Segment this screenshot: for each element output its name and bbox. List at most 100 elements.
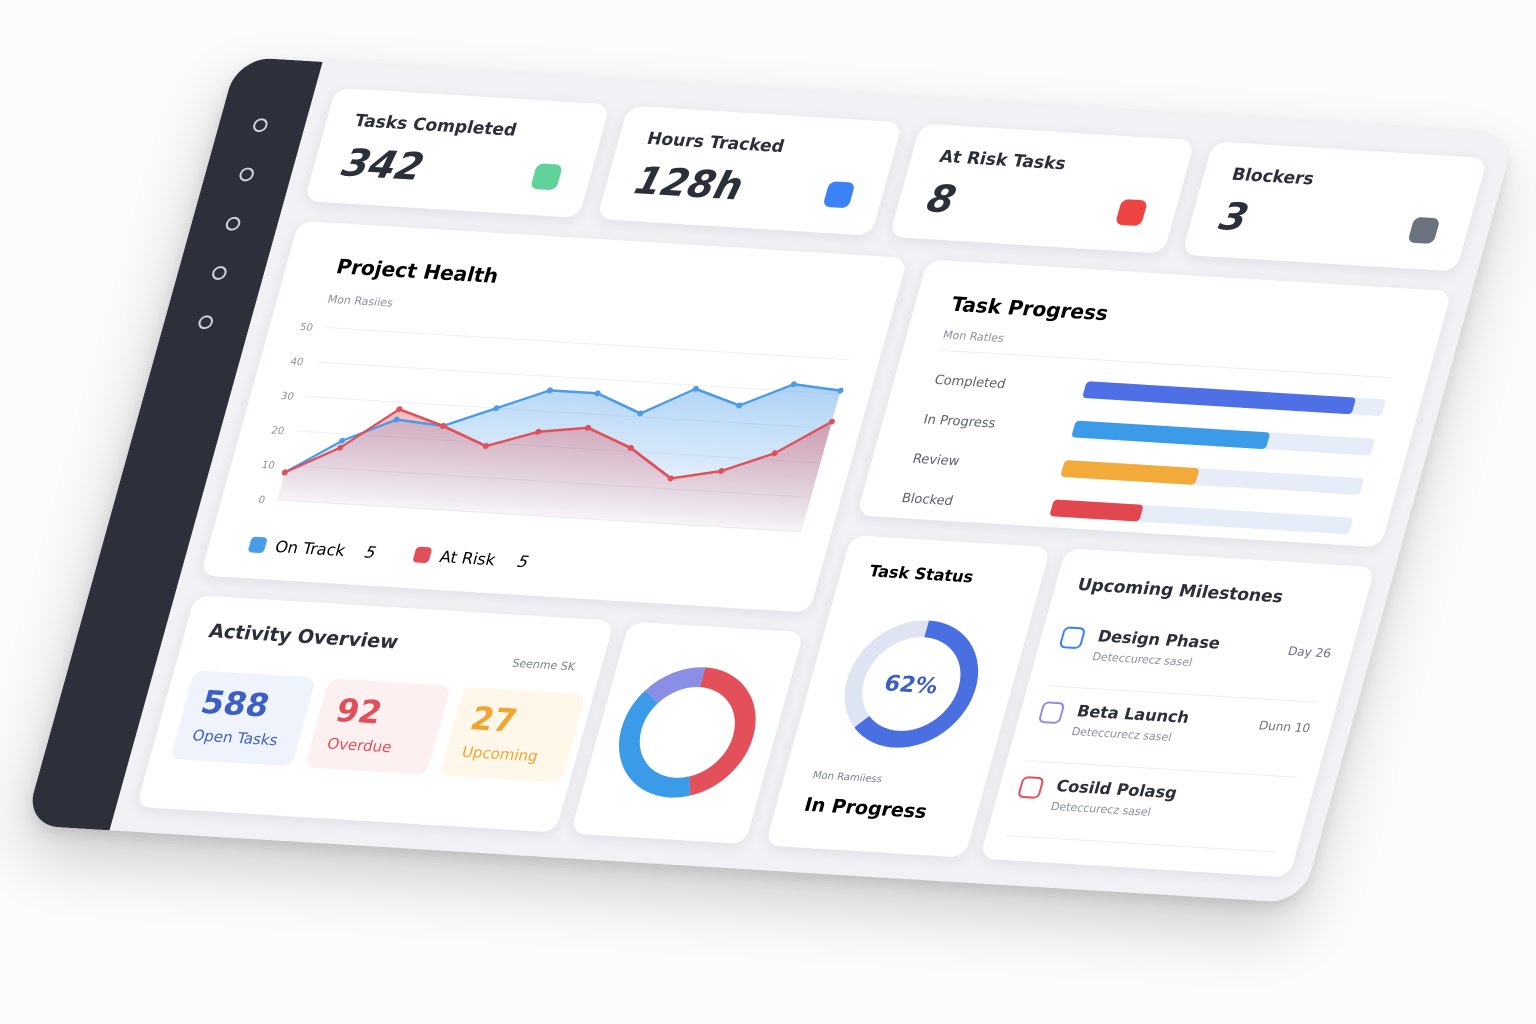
kpi-card: Blockers 3 <box>1181 141 1488 272</box>
kpi-card: At Risk Tasks 8 <box>889 123 1196 254</box>
line <box>284 407 833 480</box>
point <box>594 390 601 397</box>
bar-label: Completed <box>933 373 1008 392</box>
point <box>396 406 403 413</box>
milestone-date: Day 26 <box>1286 644 1333 661</box>
area <box>277 409 832 533</box>
point <box>667 475 674 482</box>
kpi-title: Hours Tracked <box>644 129 787 158</box>
task-progress-card: Task Progress Mon Ratles Completed In Progr… <box>856 259 1452 548</box>
y-tick-label: 50 <box>298 322 314 333</box>
kpi-card: Hours Tracked 128h <box>596 105 903 236</box>
grid-line <box>315 361 840 395</box>
y-tick-label: 30 <box>279 391 295 402</box>
bar-label: In Progress <box>922 413 998 432</box>
y-tick-label: 10 <box>260 460 276 471</box>
milestone-detail: Deteccurecz sasel <box>1090 650 1194 670</box>
bar <box>1072 420 1270 449</box>
milestone: Cosild Polasg Deteccurecz sasel <box>1006 766 1296 853</box>
donut-label: 62% <box>881 671 941 700</box>
nav-icon[interactable] <box>210 265 229 281</box>
legend-swatch <box>248 536 267 553</box>
legend-count: 5 <box>515 552 530 571</box>
milestones-card: Upcoming Milestones Design Phase Deteccur… <box>979 548 1376 878</box>
stat-label: Upcoming <box>459 742 541 766</box>
point <box>736 402 743 409</box>
point <box>338 437 346 444</box>
bar-label: Review <box>911 452 962 469</box>
stat-label: Open Tasks <box>190 726 281 750</box>
kpi-title: At Risk Tasks <box>937 146 1069 175</box>
point <box>637 410 644 417</box>
point <box>439 422 447 429</box>
point <box>828 418 835 425</box>
nav-icon[interactable] <box>237 167 256 182</box>
milestone-icon <box>1016 775 1045 800</box>
point <box>584 424 592 431</box>
legend-count: 5 <box>363 543 378 562</box>
donut-chart: Task Status 62% Mon Ramiiess In Progress <box>802 562 979 823</box>
stat-value: 588 <box>196 683 274 725</box>
chart-subtitle: Mon Rasiies <box>326 293 395 310</box>
point <box>393 416 400 423</box>
milestone-name: Beta Launch <box>1074 701 1192 727</box>
line <box>284 383 841 474</box>
kpi-icon <box>822 181 856 209</box>
point <box>281 469 288 476</box>
activity-donut-card <box>570 621 804 845</box>
nav-icon[interactable] <box>224 216 242 232</box>
point <box>482 443 490 450</box>
stat-tile: 92 Overdue <box>304 678 452 775</box>
chart-title: Task Status <box>867 562 976 587</box>
legend-label: At Risk <box>438 547 499 569</box>
stat-tile: 588 Open Tasks <box>169 670 317 767</box>
point <box>535 428 542 435</box>
kpi-value: 342 <box>337 140 429 189</box>
y-tick-label: 0 <box>257 495 266 506</box>
bar-label: Blocked <box>900 491 955 509</box>
stat-tile: 27 Upcoming <box>439 686 586 783</box>
point <box>718 468 725 474</box>
milestone-name: Cosild Polasg <box>1054 776 1180 803</box>
point <box>771 450 778 457</box>
progress-chart: Task Progress Mon Ratles Completed In Progr… <box>900 292 1393 535</box>
legend-swatch <box>413 546 432 564</box>
task-status-card: Task Status 62% Mon Ramiiess In Progress <box>765 535 1051 858</box>
point <box>837 387 844 394</box>
chart-title: Task Progress <box>949 292 1112 325</box>
kpi-icon <box>529 163 564 191</box>
donut-segment <box>619 667 756 798</box>
kpi-value: 128h <box>629 158 749 209</box>
point <box>692 385 699 392</box>
point <box>337 444 344 451</box>
milestone-icon <box>1037 701 1066 725</box>
milestone-detail: Deteccurecz sasel <box>1049 799 1153 819</box>
point <box>790 381 797 388</box>
stat-value: 27 <box>466 699 522 740</box>
milestone-date: Dunn 10 <box>1257 718 1313 736</box>
kpi-icon <box>1407 216 1441 245</box>
divider <box>938 349 1393 379</box>
kpi-title: Tasks Completed <box>352 111 519 141</box>
bar <box>1061 460 1199 485</box>
chart-title: Project Health <box>334 255 502 288</box>
donut-chart <box>619 667 756 798</box>
kpi-title: Blockers <box>1229 164 1317 190</box>
point <box>493 405 500 412</box>
bar <box>1050 499 1143 522</box>
card-note: Seenme SK <box>510 656 577 674</box>
kpi-value: 3 <box>1214 194 1254 240</box>
y-tick-label: 40 <box>289 357 305 368</box>
bar <box>1083 381 1356 415</box>
chart-subtitle: Mon Ramiiess <box>811 770 883 785</box>
stat-label: Overdue <box>324 734 394 757</box>
donut-segment <box>619 667 756 798</box>
milestone: Design Phase Deteccurecz sasel Day 26 <box>1047 616 1337 703</box>
nav-icon[interactable] <box>251 117 270 133</box>
chart-caption: In Progress <box>802 793 930 823</box>
nav-icon[interactable] <box>196 314 215 330</box>
kpi-card: Tasks Completed 342 <box>304 87 611 218</box>
chart-subtitle: Mon Ratles <box>941 329 1005 345</box>
legend-label: On Track <box>273 537 348 560</box>
